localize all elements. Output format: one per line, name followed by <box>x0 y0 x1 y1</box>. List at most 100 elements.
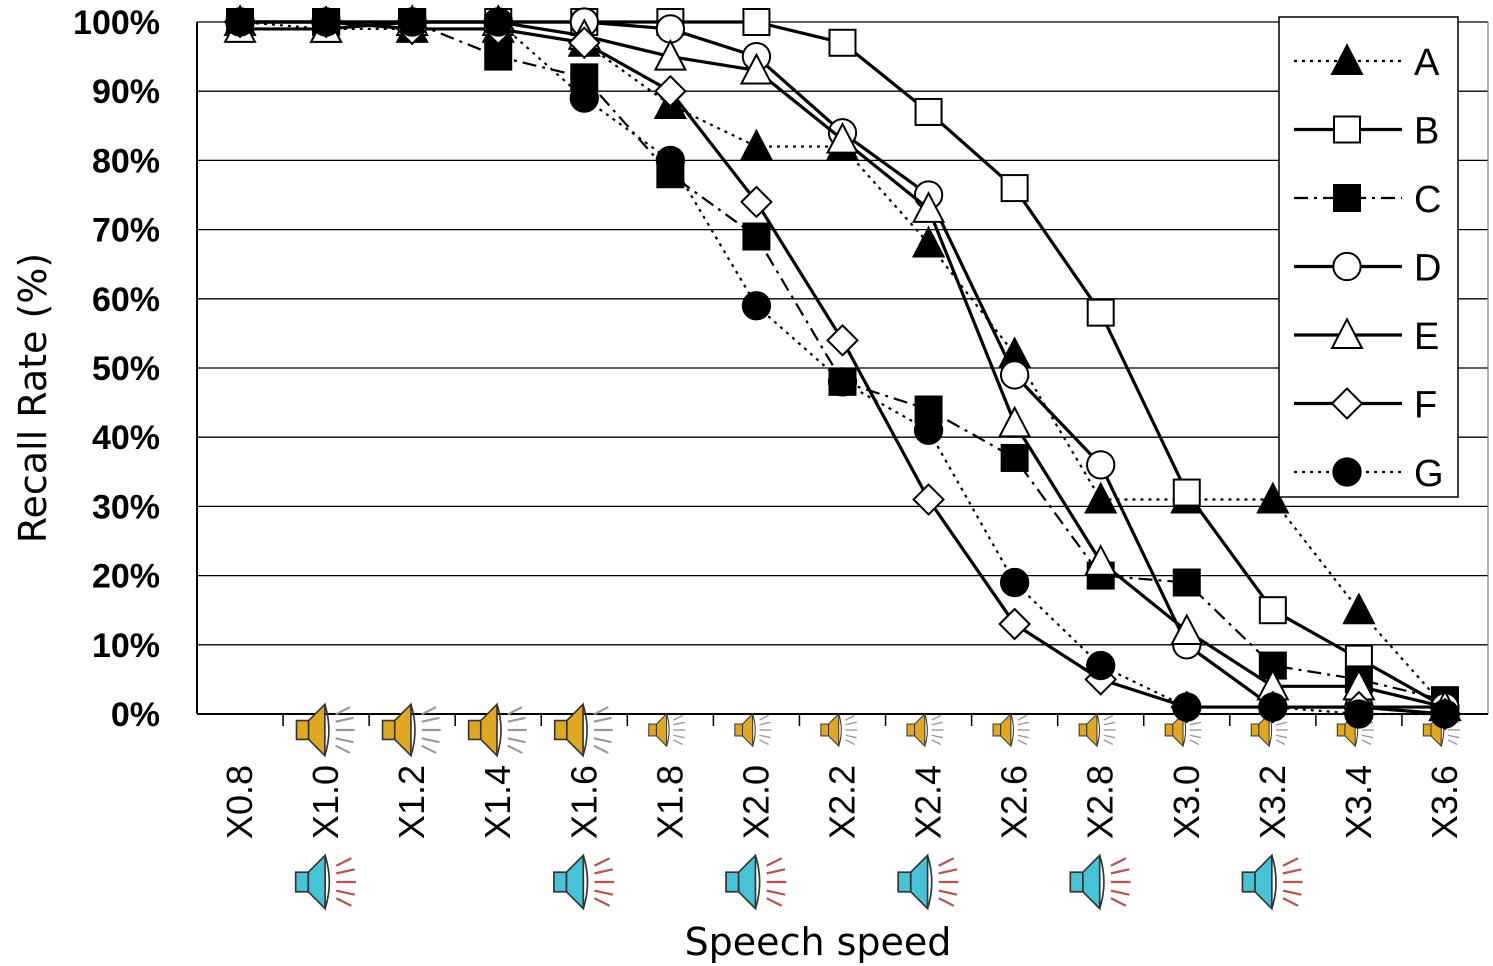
legend-label-G: G <box>1414 453 1444 495</box>
data-point-E <box>911 191 946 223</box>
data-point-G <box>1344 699 1374 729</box>
y-tick-label: 0% <box>111 696 160 734</box>
x-tick-label: X1.0 <box>305 765 346 839</box>
data-point-G <box>1172 692 1202 722</box>
legend-label-F: F <box>1414 385 1437 427</box>
speaker-icon <box>553 702 613 758</box>
x-axis-ticks: X0.8 X1.0 X1.2 X1.4 X1.6 X1.8 X2.0 X2.2 X2.4 X2.6… <box>219 765 1465 839</box>
data-point-F <box>826 323 859 357</box>
data-point-A <box>1256 481 1290 514</box>
data-point-C <box>1172 568 1201 597</box>
data-point-G <box>311 7 341 37</box>
x-tick-label: X3.6 <box>1424 765 1465 839</box>
y-tick-label: 10% <box>92 627 160 665</box>
data-point-E <box>739 52 774 85</box>
data-point-C <box>1000 443 1029 472</box>
legend-marker-A <box>1330 43 1364 75</box>
y-tick-label: 80% <box>92 142 160 180</box>
data-point-E <box>1170 613 1204 645</box>
x-tick-label: X1.8 <box>649 765 690 839</box>
y-tick-label: 40% <box>92 419 160 457</box>
data-point-B <box>1000 174 1029 203</box>
y-tick-label: 20% <box>92 558 160 596</box>
data-point-G <box>483 7 513 37</box>
data-point-F <box>740 185 773 219</box>
data-point-B <box>742 8 771 36</box>
data-point-G <box>655 145 686 176</box>
data-point-B <box>914 97 943 126</box>
data-point-G <box>225 7 255 37</box>
speaker-icon <box>648 712 686 748</box>
data-point-A <box>911 225 946 258</box>
legend-marker-B <box>1333 115 1361 144</box>
x-tick-label: X1.6 <box>563 765 604 839</box>
data-point-D <box>655 14 686 44</box>
loudspeaker-icon <box>1069 853 1131 911</box>
loudspeaker-icon <box>1241 853 1303 911</box>
legend-box <box>1278 16 1459 498</box>
data-point-B <box>1172 478 1201 507</box>
data-point-G <box>397 7 427 37</box>
y-axis-ticks: 0% 10% 20% 30% 40% 50% 60% 70% 80% 90% 100% <box>73 4 160 734</box>
legend-marker-G <box>1332 457 1362 487</box>
x-tick-label: X2.8 <box>1080 765 1121 839</box>
loudspeaker-icon <box>553 853 615 911</box>
series-G <box>225 7 1460 729</box>
series-lines <box>223 4 1462 731</box>
y-tick-label: 70% <box>92 212 160 250</box>
data-point-D <box>999 360 1030 390</box>
speaker-icons <box>294 702 1460 911</box>
data-point-G <box>1430 699 1460 729</box>
x-tick-label: X2.4 <box>908 765 949 839</box>
data-point-E <box>653 38 687 71</box>
legend-marker-E <box>1330 317 1364 349</box>
x-tick-label: X1.2 <box>391 765 432 839</box>
y-tick-label: 90% <box>92 73 160 111</box>
speaker-icon <box>467 702 527 758</box>
data-point-G <box>827 367 858 397</box>
speaker-icon <box>295 702 355 758</box>
data-point-C <box>742 222 771 251</box>
data-point-F <box>567 26 601 60</box>
x-tick-label: X1.4 <box>477 765 518 839</box>
data-point-E <box>998 405 1032 438</box>
y-tick-label: 100% <box>73 4 160 42</box>
data-point-C <box>484 42 513 71</box>
data-point-G <box>1258 692 1288 722</box>
legend-label-A: A <box>1414 42 1440 84</box>
data-point-B <box>1086 298 1115 327</box>
x-tick-label: X3.0 <box>1166 765 1207 839</box>
data-point-G <box>999 567 1030 598</box>
y-tick-label: 60% <box>92 281 160 319</box>
x-tick-label: X3.2 <box>1252 765 1293 839</box>
legend-label-B: B <box>1414 111 1439 153</box>
data-point-A <box>1084 481 1118 514</box>
data-point-F <box>654 74 687 108</box>
data-point-G <box>569 83 599 113</box>
y-axis-title: Recall Rate (%) <box>11 253 55 543</box>
legend-marker-F <box>1330 387 1364 420</box>
speaker-icon <box>734 712 772 748</box>
data-point-B <box>1258 596 1287 625</box>
legend-marker-C <box>1333 184 1361 212</box>
data-point-E <box>825 121 860 154</box>
legend-label-D: D <box>1414 248 1441 290</box>
data-point-F <box>912 483 945 516</box>
data-point-G <box>741 291 772 321</box>
series-B <box>226 8 1459 722</box>
loudspeaker-icon <box>897 853 959 911</box>
y-tick-label: 50% <box>92 350 160 388</box>
speaker-icon <box>992 712 1030 748</box>
data-point-E <box>1084 544 1118 576</box>
legend-marker-D <box>1332 251 1362 282</box>
loudspeaker-icon <box>294 853 356 911</box>
speaker-icon <box>906 712 944 748</box>
legend-label-E: E <box>1414 316 1439 358</box>
data-point-G <box>913 415 944 445</box>
speaker-icon <box>381 702 441 758</box>
x-tick-label: X2.6 <box>994 765 1035 839</box>
data-point-F <box>998 607 1031 641</box>
x-tick-label: X2.0 <box>735 765 776 839</box>
